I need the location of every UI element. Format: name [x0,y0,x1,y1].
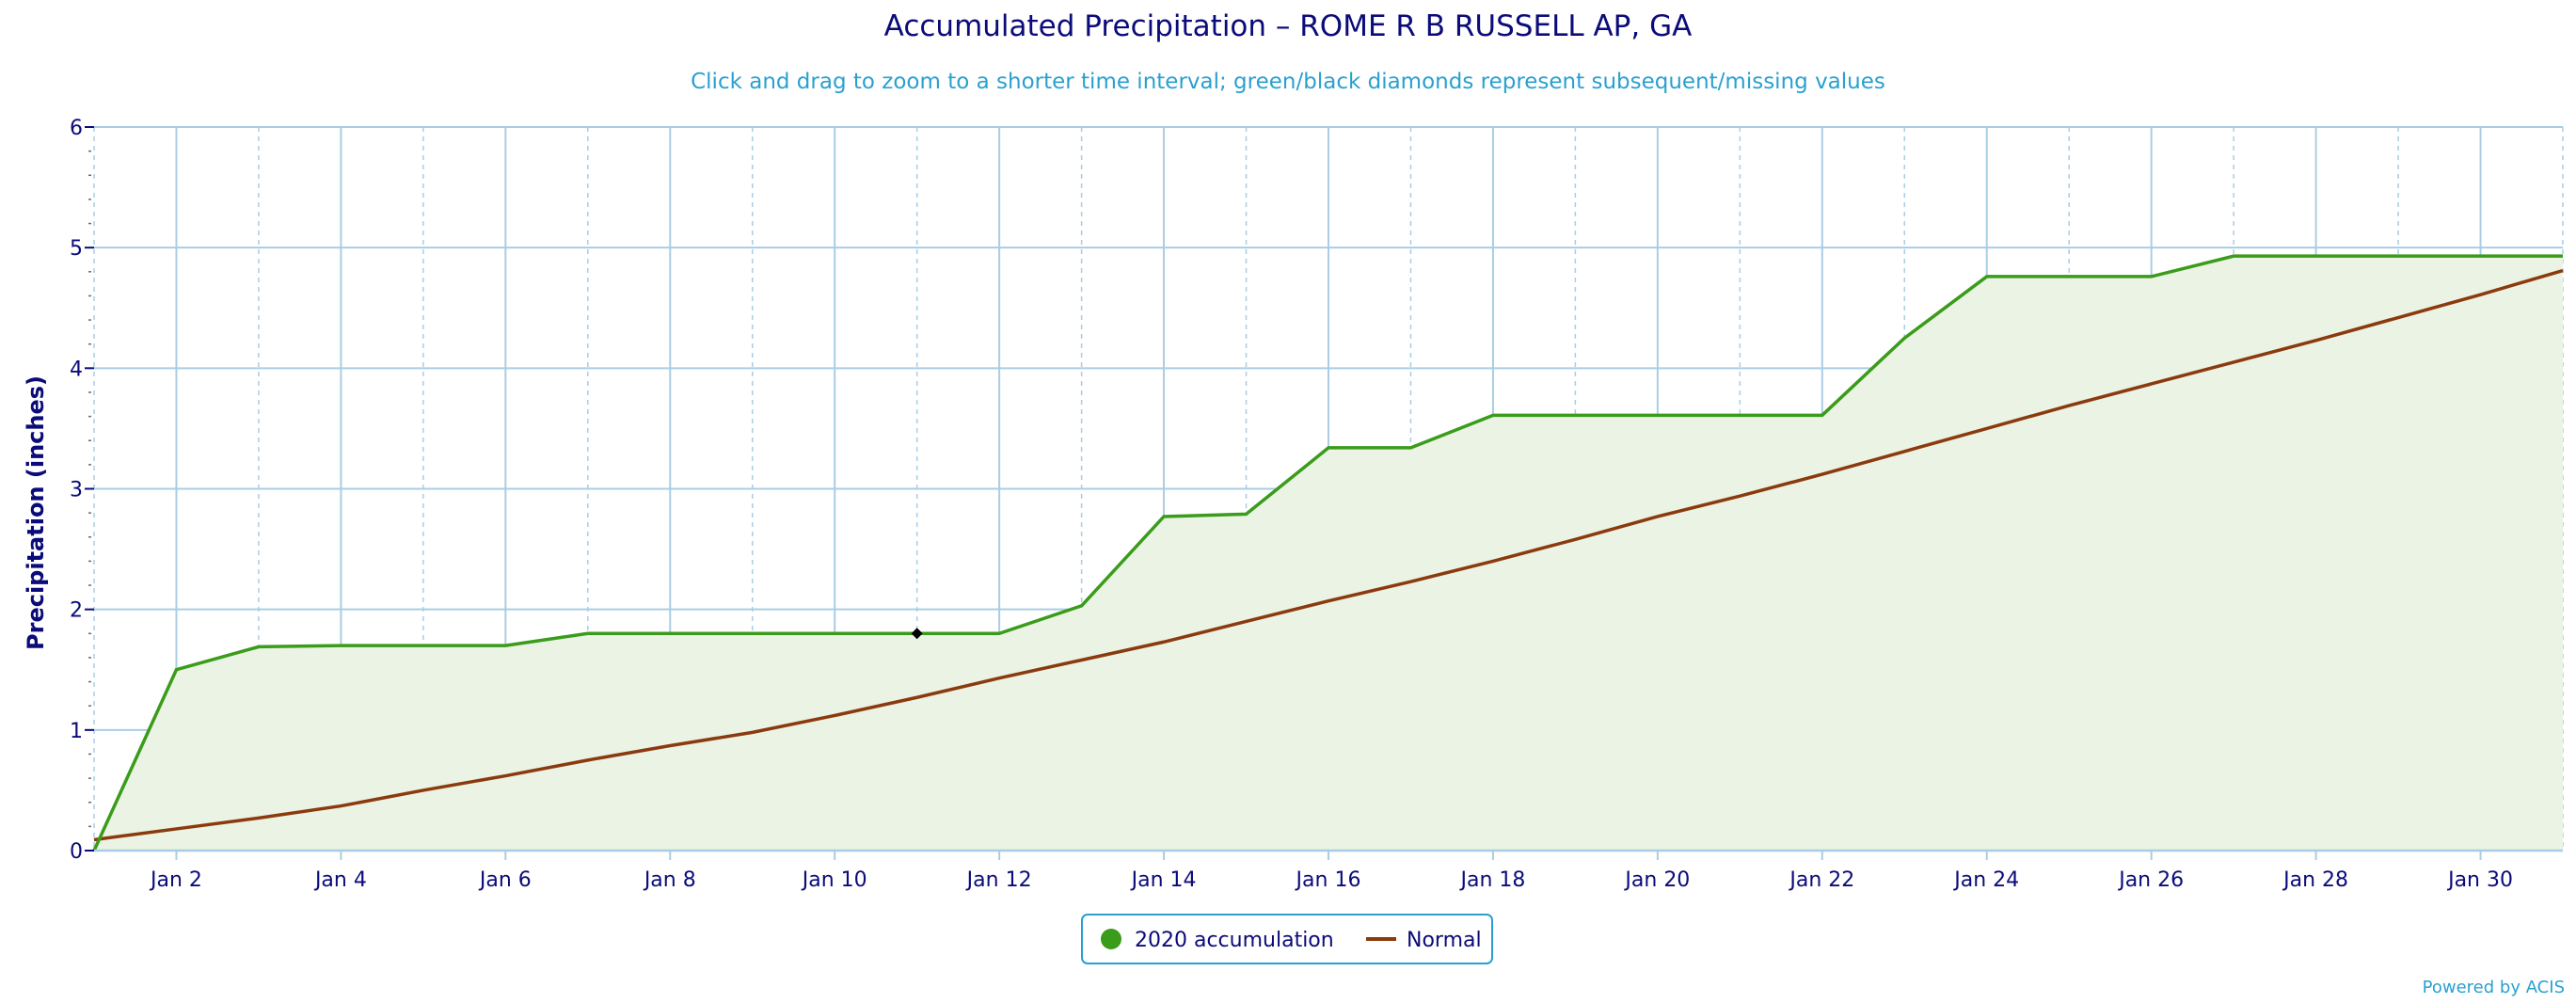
y-tick-label: 3 [70,479,83,502]
y-axis-label: Precipitation (inches) [23,375,49,650]
legend-label-normal: Normal [1407,929,1482,952]
x-tick-label: Jan 8 [643,868,696,892]
chart-subtitle: Click and drag to zoom to a shorter time… [691,70,1885,94]
x-tick-label: Jan 2 [149,868,202,892]
x-tick-label: Jan 10 [801,868,867,892]
x-tick-label: Jan 16 [1295,868,1361,892]
y-tick-label: 4 [70,358,83,381]
axis-layer: 0 1 2 3 4 5 6 Jan 2 Jan 4 Jan 6 Jan 8 Jan 10 Jan 12 J… [70,117,2563,892]
accumulation-area-fill [94,256,2563,852]
x-tick-label: Jan 28 [2282,868,2348,892]
x-tick-label: Jan 6 [478,868,532,892]
x-tick-label: Jan 14 [1130,868,1197,892]
x-tick-label: Jan 24 [1952,868,2019,892]
accumulation-series-line [92,254,2563,852]
legend-label-2020-accumulation: 2020 accumulation [1135,929,1334,952]
x-tick-label: Jan 4 [313,868,367,892]
series-layer [92,254,2564,852]
x-tick-label: Jan 18 [1458,868,1525,892]
y-tick-label: 2 [70,599,83,623]
x-tick-label: Jan 30 [2446,868,2513,892]
chart-title: Accumulated Precipitation – ROME R B RUS… [883,9,1693,43]
credit-link[interactable]: Powered by ACIS [2422,978,2565,997]
missing-value-diamond-marker[interactable] [911,628,923,640]
x-tick-label: Jan 12 [965,868,1032,892]
y-tick-label: 5 [70,237,83,261]
y-tick-label: 6 [70,117,83,140]
legend-circle-icon [1101,929,1121,949]
y-tick-label: 1 [70,720,83,743]
legend[interactable]: 2020 accumulation Normal [1081,914,1493,964]
legend-item-normal[interactable]: Normal [1366,929,1482,952]
x-tick-label: Jan 20 [1623,868,1690,892]
y-tick-label: 0 [70,840,83,864]
x-tick-label: Jan 26 [2117,868,2184,892]
legend-item-2020-accumulation[interactable]: 2020 accumulation [1101,929,1334,952]
legend-box [1081,914,1493,964]
x-tick-label: Jan 22 [1788,868,1854,892]
normal-series-line [93,268,2564,842]
